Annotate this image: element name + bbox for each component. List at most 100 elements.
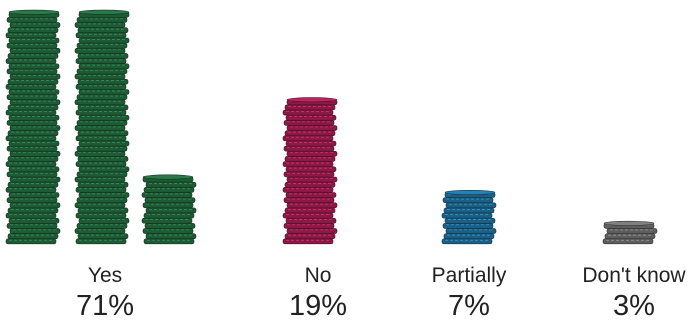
coin <box>76 68 128 75</box>
coin <box>445 202 497 209</box>
coin <box>74 99 126 106</box>
coin <box>141 217 193 224</box>
coin <box>142 228 194 234</box>
coin <box>282 135 334 142</box>
coin <box>284 104 336 111</box>
coin <box>77 156 129 162</box>
coin <box>602 238 654 245</box>
coin-column-yes-1 <box>5 9 61 245</box>
bar-yes <box>5 9 197 245</box>
coin <box>75 84 127 90</box>
coin <box>6 17 58 23</box>
coin <box>5 161 57 167</box>
coin <box>9 228 61 234</box>
coin <box>9 202 61 209</box>
coin <box>6 145 58 152</box>
coin <box>78 37 130 44</box>
coin <box>8 89 60 95</box>
coin <box>5 212 57 219</box>
coin <box>6 223 58 229</box>
coin <box>75 212 127 219</box>
category-label-no: No <box>304 264 332 287</box>
value-label-no: 19% <box>288 290 348 322</box>
coin <box>78 217 130 224</box>
coin <box>143 187 195 193</box>
coin <box>5 32 57 39</box>
coin <box>76 197 128 203</box>
coin <box>77 104 129 111</box>
coin <box>75 109 127 116</box>
coin <box>9 22 61 28</box>
coin <box>141 192 193 198</box>
coin <box>284 130 336 136</box>
coin <box>5 135 57 142</box>
coin <box>75 58 127 64</box>
coin <box>8 63 60 70</box>
coin-stack-top <box>8 9 60 15</box>
coin <box>286 125 338 131</box>
coin <box>282 187 334 193</box>
coin <box>286 151 338 157</box>
coin <box>7 53 59 59</box>
coin <box>78 114 130 121</box>
coin-stack-top <box>78 9 130 15</box>
coin <box>282 161 334 167</box>
coin <box>145 233 197 239</box>
coin <box>443 233 495 239</box>
coin <box>285 192 337 198</box>
coin-column-yes-2 <box>74 9 130 245</box>
coin <box>5 109 57 116</box>
coin <box>76 145 128 152</box>
coin <box>283 197 335 203</box>
category-label-partially: Partially <box>431 264 507 287</box>
coin <box>78 166 130 173</box>
coin <box>145 181 197 188</box>
coin <box>77 181 129 188</box>
coin <box>9 151 61 157</box>
coin <box>604 233 656 239</box>
coin <box>6 94 58 100</box>
coin <box>74 47 126 54</box>
coin <box>7 130 59 136</box>
coin-column-partially-1 <box>441 190 497 245</box>
coin <box>7 104 59 111</box>
bar-dont-know <box>602 220 658 245</box>
coin <box>285 140 337 147</box>
coin <box>143 238 195 245</box>
coin <box>8 37 60 44</box>
value-label-partially: 7% <box>448 290 490 322</box>
coin <box>285 114 337 121</box>
coin <box>5 238 57 245</box>
coin <box>8 114 60 121</box>
coin <box>444 217 496 224</box>
coin <box>74 228 126 234</box>
coin <box>282 212 334 219</box>
coin <box>78 140 130 147</box>
coin <box>77 207 129 214</box>
coin <box>78 89 130 95</box>
coin <box>144 223 196 229</box>
coin <box>77 130 129 136</box>
coin <box>7 207 59 214</box>
coin <box>286 202 338 209</box>
coin <box>76 120 128 126</box>
coin <box>5 187 57 193</box>
coin <box>285 166 337 173</box>
coin <box>6 171 58 178</box>
bar-no <box>282 97 338 245</box>
coin <box>9 47 61 54</box>
coin <box>75 238 127 245</box>
coin <box>7 156 59 162</box>
coin <box>144 197 196 203</box>
coin-stack-top <box>444 190 496 196</box>
coin-stack-top <box>603 220 655 226</box>
coin-column-no-1 <box>282 97 338 245</box>
coin <box>284 233 336 239</box>
coin <box>75 32 127 39</box>
coin <box>282 238 334 245</box>
coin <box>286 228 338 234</box>
coin <box>284 207 336 214</box>
coin <box>283 145 335 152</box>
coin <box>77 27 129 34</box>
